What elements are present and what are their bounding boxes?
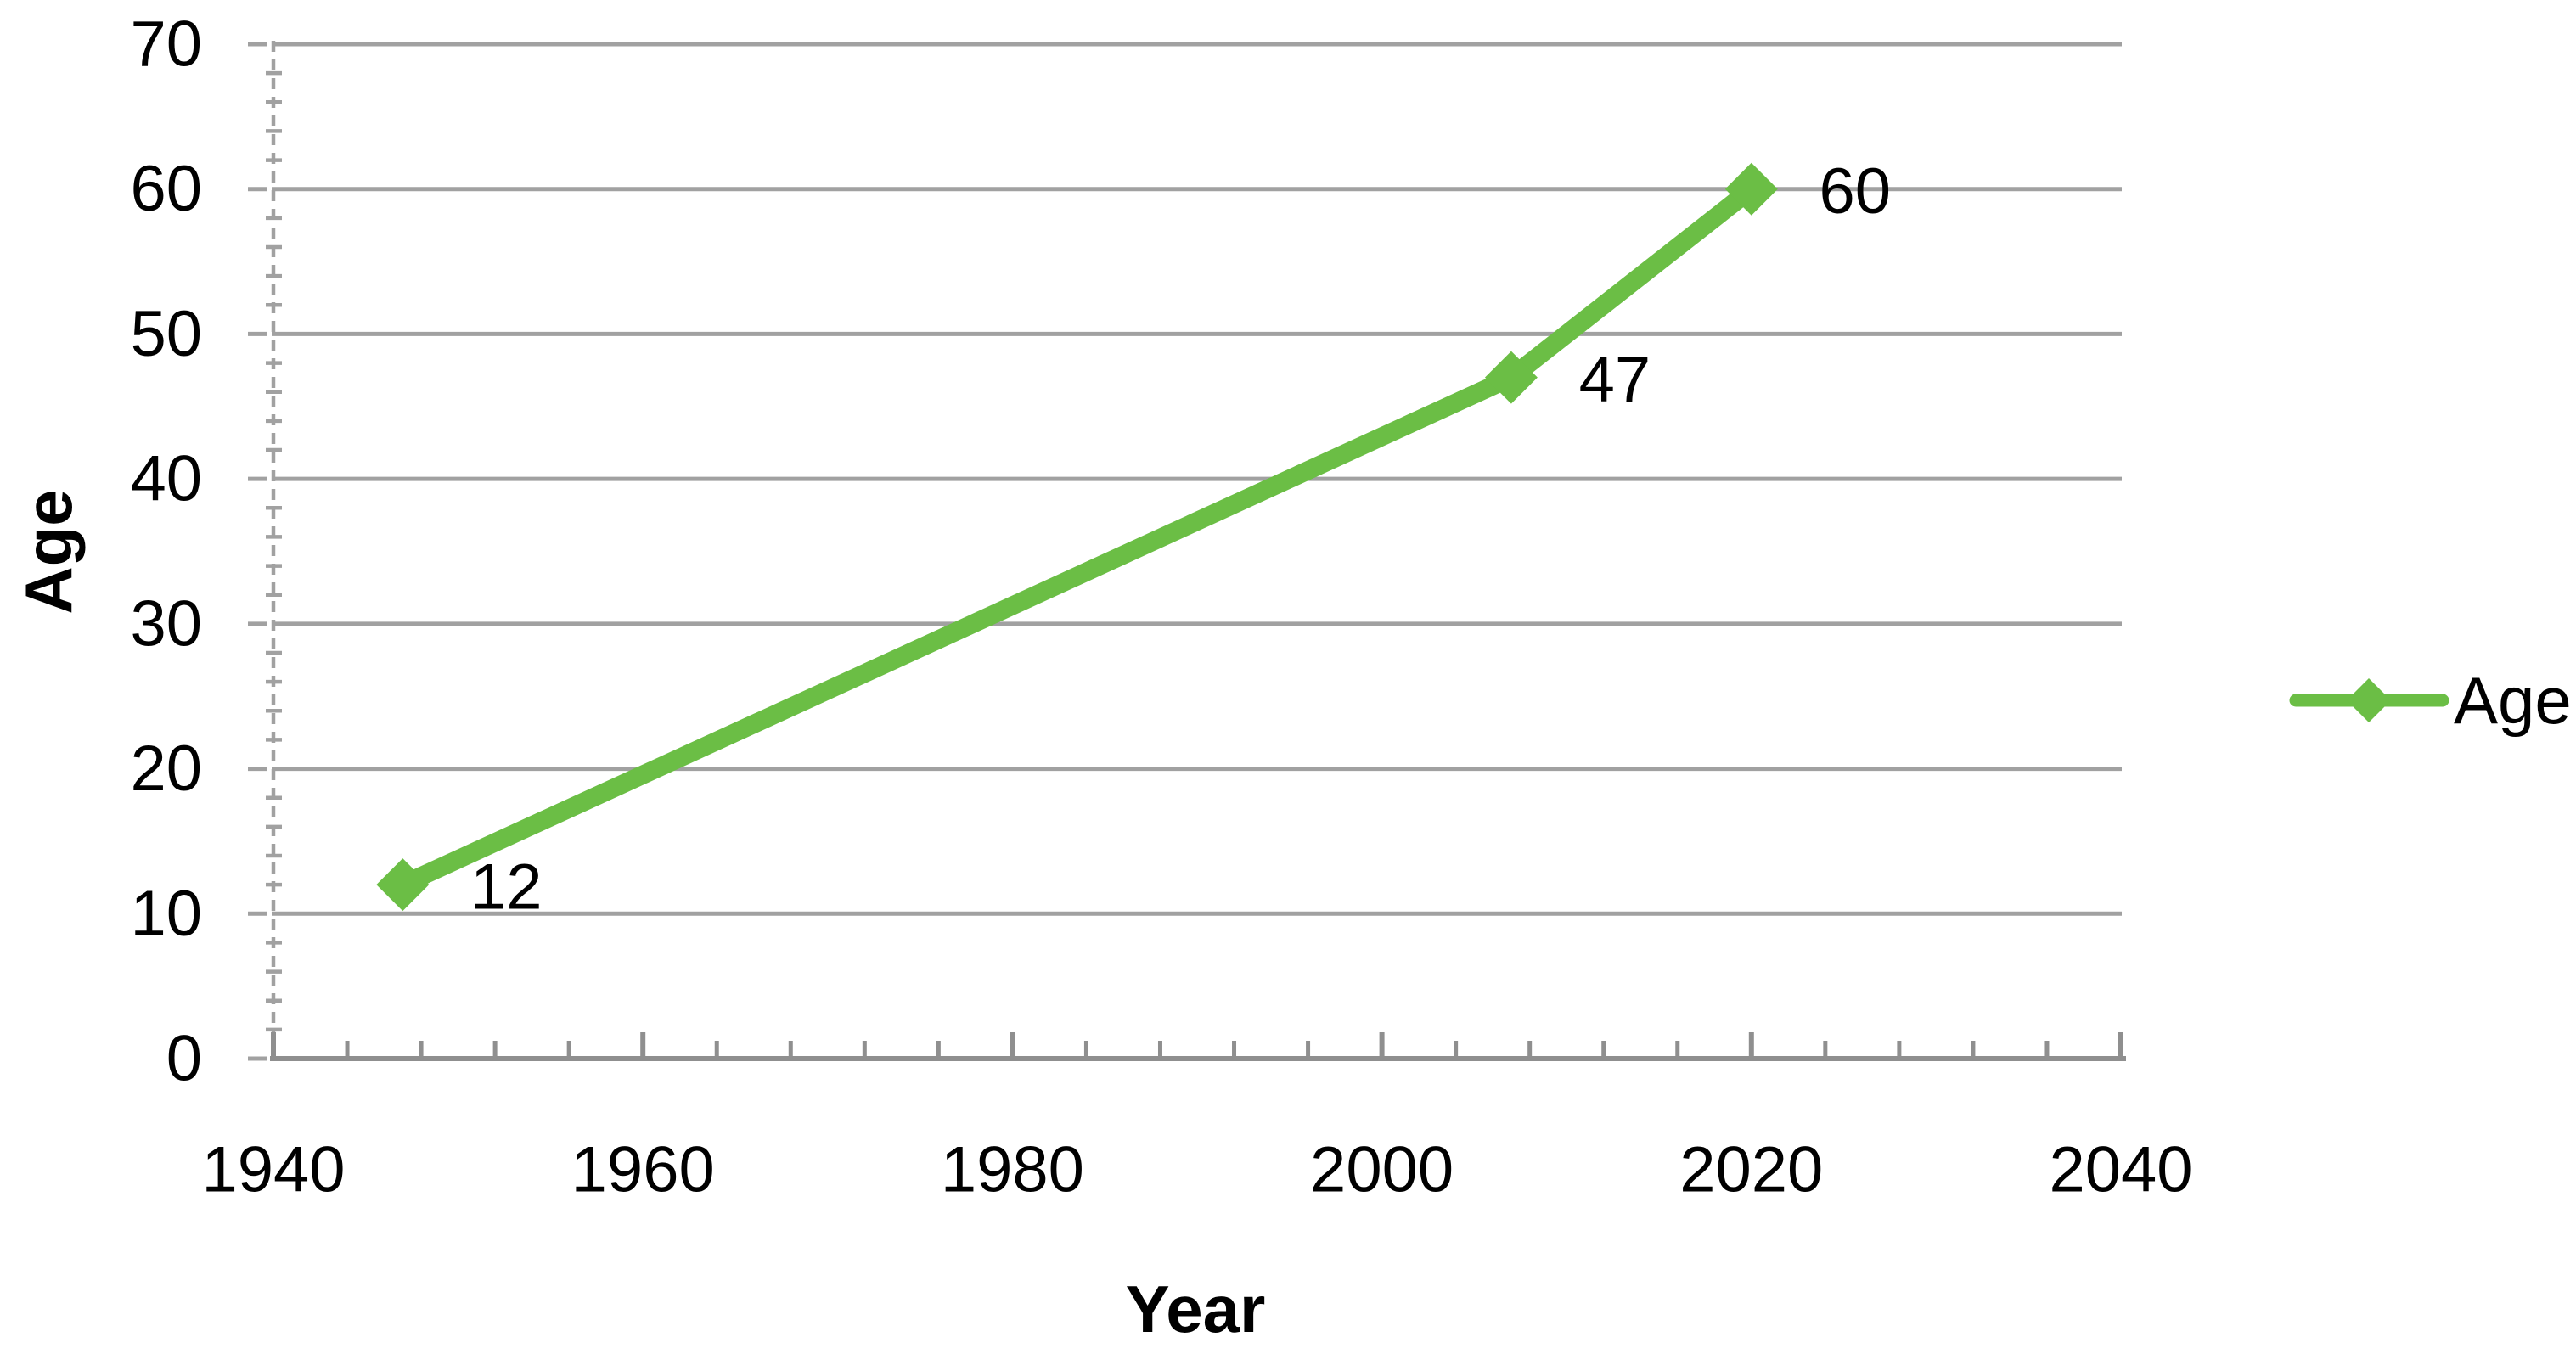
- x-tick-label-2020: 2020: [1679, 1134, 1823, 1206]
- y-tick-label-70: 70: [130, 8, 202, 81]
- legend-diamond-marker-icon: [2347, 678, 2391, 722]
- x-tick-label-2040: 2040: [2049, 1134, 2192, 1206]
- x-tick-label-1960: 1960: [571, 1134, 715, 1206]
- legend[interactable]: Age: [2289, 663, 2572, 738]
- series-line-age[interactable]: [393, 179, 1761, 895]
- y-tick-label-50: 50: [130, 298, 202, 370]
- x-axis-title: Year: [1126, 1272, 1266, 1346]
- x-tick-label-1940: 1940: [201, 1134, 345, 1206]
- y-tick-label-0: 0: [166, 1023, 202, 1095]
- data-label-2007: 47: [1579, 344, 1651, 416]
- data-label-2020: 60: [1820, 155, 1892, 228]
- data-point-marker-2007[interactable]: [1484, 351, 1538, 404]
- data-point-marker-1947[interactable]: [376, 858, 430, 912]
- legend-label-age: Age: [2454, 663, 2572, 738]
- y-tick-label-60: 60: [130, 153, 202, 225]
- x-tick-label-2000: 2000: [1310, 1134, 1454, 1206]
- y-tick-label-10: 10: [130, 878, 202, 950]
- y-tick-label-40: 40: [130, 443, 202, 515]
- y-axis-title: Age: [11, 489, 86, 614]
- plot-area: 0 10 20 30 40 50 60 70 1940 1960 1980 2000 2020 2040 1…: [130, 8, 2192, 1206]
- y-tick-label-20: 20: [130, 733, 202, 805]
- x-tick-label-1980: 1980: [941, 1134, 1084, 1206]
- data-point-marker-2020[interactable]: [1724, 162, 1778, 216]
- y-tick-label-30: 30: [130, 587, 202, 660]
- data-label-1947: 12: [470, 851, 543, 924]
